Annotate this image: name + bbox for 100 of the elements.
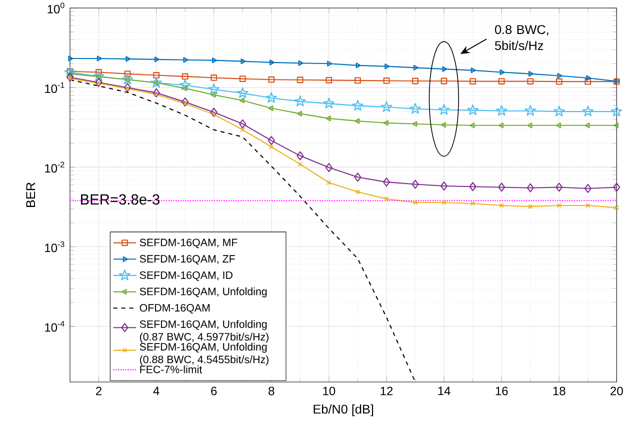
point (96, 74, 101, 80)
point (527, 122, 532, 128)
point (554, 106, 565, 116)
point (442, 200, 446, 205)
point (412, 121, 418, 127)
point (355, 189, 360, 194)
point (556, 182, 563, 192)
x-tick-label: 20 (610, 386, 623, 396)
legend-label: SEFDM-16QAM, Unfolding (0.88 BWC, 4.5455bit/s/Hz) (140, 342, 268, 366)
point (442, 66, 448, 72)
point (125, 86, 130, 92)
point (240, 127, 246, 132)
point (384, 63, 390, 70)
point (154, 92, 159, 97)
legend-label: SEFDM-16QAM, ID (140, 271, 232, 281)
point (412, 180, 419, 189)
point (152, 88, 160, 98)
y-tick-label: 10$^{-1}$ (45, 82, 64, 93)
point (440, 181, 448, 191)
y-tick-label: 10$^{-3}$ (45, 241, 64, 252)
x-axis-title: Eb/N0 [dB] (314, 404, 374, 416)
point (296, 76, 304, 84)
point (182, 73, 188, 80)
x-tick-label: 14 (438, 386, 450, 395)
point (410, 103, 421, 114)
point (498, 122, 504, 128)
point (438, 104, 450, 115)
point (500, 69, 505, 76)
point (326, 180, 332, 186)
point (413, 64, 418, 71)
point (556, 122, 561, 128)
point (240, 58, 246, 64)
point (557, 72, 562, 79)
point (382, 178, 390, 187)
point (294, 96, 306, 106)
point (210, 108, 218, 117)
point (440, 78, 448, 84)
point (210, 74, 218, 81)
point (380, 101, 392, 112)
legend-label: OFDM-16QAM (140, 304, 210, 314)
point (326, 116, 331, 122)
x-tick-label: 18 (553, 386, 566, 396)
point (613, 182, 620, 192)
x-tick-label: 10 (323, 386, 336, 396)
point (524, 105, 536, 116)
point (182, 101, 188, 106)
point (150, 76, 162, 88)
point (556, 78, 562, 85)
point (470, 78, 476, 84)
point (296, 110, 302, 117)
point (352, 100, 364, 111)
point (268, 136, 275, 146)
y-tick-label: 10$^{-4}$ (45, 321, 64, 332)
point (298, 162, 303, 167)
legend-label: SEFDM-16QAM, MF (140, 238, 238, 248)
point (296, 151, 304, 160)
x-tick-label: 16 (496, 386, 508, 396)
point (268, 105, 274, 112)
point (96, 80, 102, 86)
point (268, 144, 274, 150)
legend-label: SEFDM-16QAM, ZF (140, 255, 235, 264)
x-tick-label: 4 (153, 386, 160, 395)
point (298, 60, 304, 66)
x-tick-label: 6 (211, 386, 217, 396)
point (585, 203, 590, 208)
point (211, 112, 216, 117)
point (440, 122, 446, 128)
point (470, 67, 476, 74)
point (467, 104, 478, 116)
annotation: BER=3.8e-3 (81, 194, 160, 205)
point (126, 56, 131, 62)
point (268, 76, 275, 83)
point (611, 106, 622, 116)
point (66, 72, 74, 82)
point (383, 78, 390, 84)
point (499, 203, 504, 208)
point (154, 56, 160, 62)
point (266, 92, 278, 103)
point (354, 172, 362, 182)
point (93, 70, 104, 82)
point (239, 98, 245, 104)
x-tick-label: 2 (96, 386, 102, 396)
point (239, 76, 246, 82)
point (326, 76, 332, 84)
point (498, 182, 506, 192)
point (327, 60, 332, 66)
point (584, 122, 590, 128)
point (210, 92, 216, 98)
point (586, 75, 592, 81)
point (325, 162, 332, 172)
point (496, 105, 508, 116)
point (96, 69, 102, 76)
point (470, 122, 475, 128)
point (179, 79, 191, 90)
point (526, 183, 534, 192)
point (584, 184, 592, 194)
point (237, 87, 248, 98)
y-axis-title: BER (26, 182, 36, 207)
point (469, 182, 476, 192)
legend-label: FEC-7%-limit (140, 365, 202, 374)
